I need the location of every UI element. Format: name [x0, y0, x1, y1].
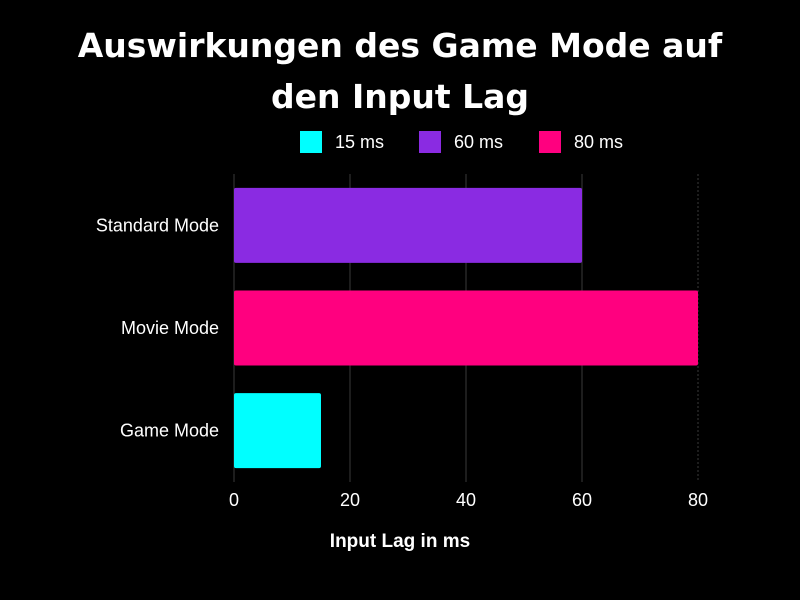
x-axis-label: Input Lag in ms — [330, 531, 470, 552]
legend-swatch-15-ms — [300, 131, 322, 153]
legend: 15 ms 60 ms 80 ms — [300, 131, 623, 153]
bars — [234, 187, 698, 469]
x-tick-60: 60 — [572, 490, 592, 510]
legend-label-15-ms: 15 ms — [335, 132, 384, 152]
bar-movie-mode — [234, 290, 698, 366]
x-tick-0: 0 — [229, 490, 239, 510]
legend-swatch-80-ms — [539, 131, 561, 153]
bar-game-mode — [234, 393, 321, 469]
category-label-movie-mode: Movie Mode — [121, 318, 219, 338]
category-labels: Standard Mode Movie Mode Game Mode — [96, 215, 219, 440]
legend-label-80-ms: 80 ms — [574, 132, 623, 152]
legend-swatch-60-ms — [419, 131, 441, 153]
category-label-game-mode: Game Mode — [120, 421, 219, 441]
bar-standard-mode — [234, 187, 582, 263]
x-tick-40: 40 — [456, 490, 476, 510]
chart-title-line-2: den Input Lag — [271, 77, 529, 116]
x-tick-labels: 0 20 40 60 80 — [229, 490, 708, 510]
x-tick-20: 20 — [340, 490, 360, 510]
x-tick-80: 80 — [688, 490, 708, 510]
category-label-standard-mode: Standard Mode — [96, 215, 219, 235]
chart-title-line-1: Auswirkungen des Game Mode auf — [78, 26, 723, 65]
legend-label-60-ms: 60 ms — [454, 132, 503, 152]
